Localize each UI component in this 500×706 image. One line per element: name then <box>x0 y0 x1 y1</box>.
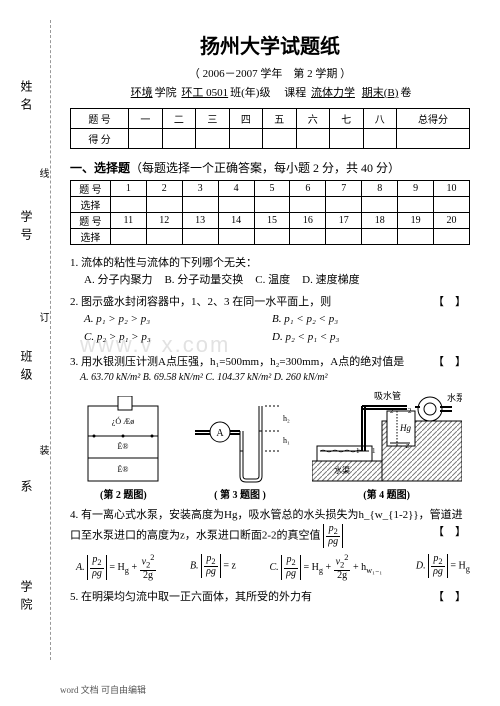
exam-type: 期末(B) <box>360 87 401 99</box>
figure-4: 水渠 水泵 吸水管 Hg 22 11 z <box>312 391 462 501</box>
svg-text:水泵: 水泵 <box>447 392 462 403</box>
figures-row: ¿Ó Æø Ë® Ë® (第 2 题图) A h₂ h₁ <box>70 391 470 501</box>
exam-title: 扬州大学试题纸 <box>70 30 470 59</box>
q1-opt-b: B. 分子动量交换 <box>164 272 243 289</box>
question-3: 3. 用水银测压计测A点压强，h₁=500mm，h₂=300mm，A点的绝对值是… <box>70 354 470 386</box>
section-1-title: 一、选择题（每题选择一个正确答案，每小题 2 分，共 40 分） <box>70 159 470 176</box>
binding-anno-zhuang: 装 <box>35 445 50 455</box>
dept: 环境 <box>129 87 155 99</box>
svg-text:2: 2 <box>390 407 394 415</box>
q1-opt-a: A. 分子内聚力 <box>84 272 152 289</box>
page-footer: word 文档 可自由编辑 <box>60 683 146 696</box>
q3-options: A. 63.70 kN/m² B. 69.58 kN/m² C. 104.37 … <box>70 370 470 385</box>
question-2: 2. 图示盛水封闭容器中，1、2、3 在同一水平面上，则【 】 A. p₁ > … <box>70 294 470 348</box>
binding-label-name: 姓名 <box>18 80 35 116</box>
binding-label-class: 班级 <box>18 350 35 386</box>
svg-text:h₁: h₁ <box>283 436 290 445</box>
q2-opt-a: A. p₁ > p₂ > p₃ <box>84 311 269 328</box>
q2-opt-d: D. p₂ < p₁ < p₃ <box>272 329 457 346</box>
binding-label-dept: 系 <box>18 480 35 498</box>
svg-text:Ë®: Ë® <box>118 465 129 474</box>
q4-opt-d: D. p2ρg = Hg <box>416 554 470 582</box>
question-1: 1. 流体的粘性与流体的下列哪个无关： A. 分子内聚力 B. 分子动量交换 C… <box>70 255 470 288</box>
svg-text:h₂: h₂ <box>283 414 290 423</box>
q4-opt-c: C. p2ρg = Hg + v222g + hw₁₋₁ <box>270 554 383 582</box>
course: 流体力学 <box>309 87 357 99</box>
q4-options: A. p2ρg = Hg + v222g B. p2ρg = z C. p2ρg… <box>70 554 470 582</box>
score-table: 题 号 一 二 三 四 五 六 七 八 总得分 得 分 <box>70 108 470 149</box>
svg-text:A: A <box>216 428 224 439</box>
binding-margin: 姓名 线 学号 订 班级 装 系 学院 <box>0 0 50 706</box>
svg-text:水渠: 水渠 <box>334 465 350 475</box>
svg-text:2: 2 <box>408 407 412 415</box>
binding-label-college: 学院 <box>18 580 35 616</box>
svg-text:¿Ó Æø: ¿Ó Æø <box>112 416 134 426</box>
class: 环工 0501 <box>179 87 230 99</box>
choice-table: 题 号 12 34 56 78 910 选择 题 号 1112 1314 151… <box>70 180 470 245</box>
exam-info-line: 环境学院 环工 0501班(年)级 课程 流体力学 期末(B)卷 <box>70 84 470 100</box>
binding-label-id: 学号 <box>18 210 35 246</box>
q1-opt-d: D. 速度梯度 <box>302 272 359 289</box>
question-5: 5. 在明渠均匀流中取一正六面体，其所受的外力有【 】 <box>70 589 470 606</box>
fig2-svg: ¿Ó Æø Ë® Ë® <box>78 396 168 486</box>
svg-text:1: 1 <box>372 447 376 455</box>
fig4-svg: 水渠 水泵 吸水管 Hg 22 11 z <box>312 391 462 486</box>
binding-anno-line: 线 <box>35 168 50 178</box>
question-4: 4. 有一离心式水泵，安装高度为Hg，吸水管总的水头损失为h_{w_{1-2}}… <box>70 507 470 548</box>
binding-anno-ding: 订 <box>35 312 50 322</box>
svg-text:Hg: Hg <box>399 423 411 433</box>
q1-opt-c: C. 温度 <box>255 272 290 289</box>
figure-2: ¿Ó Æø Ë® Ë® (第 2 题图) <box>78 396 168 501</box>
svg-text:Ë®: Ë® <box>118 442 129 451</box>
q4-opt-a: A. p2ρg = Hg + v222g <box>76 554 156 582</box>
q2-opt-c: C. p₂ > p₁ > p₃ <box>84 329 269 346</box>
svg-text:吸水管: 吸水管 <box>374 391 401 401</box>
svg-text:1: 1 <box>356 447 360 455</box>
figure-3: A h₂ h₁ ( 第 3 题图 ) <box>185 396 295 501</box>
exam-subtitle: （ 2006－2007 学年 第 2 学期 ） <box>70 65 470 81</box>
fig3-svg: A h₂ h₁ <box>185 396 295 486</box>
q2-opt-b: B. p₁ < p₂ < p₃ <box>272 311 457 328</box>
page-content: 扬州大学试题纸 （ 2006－2007 学年 第 2 学期 ） 环境学院 环工 … <box>70 30 470 612</box>
q4-opt-b: B. p2ρg = z <box>190 554 236 582</box>
